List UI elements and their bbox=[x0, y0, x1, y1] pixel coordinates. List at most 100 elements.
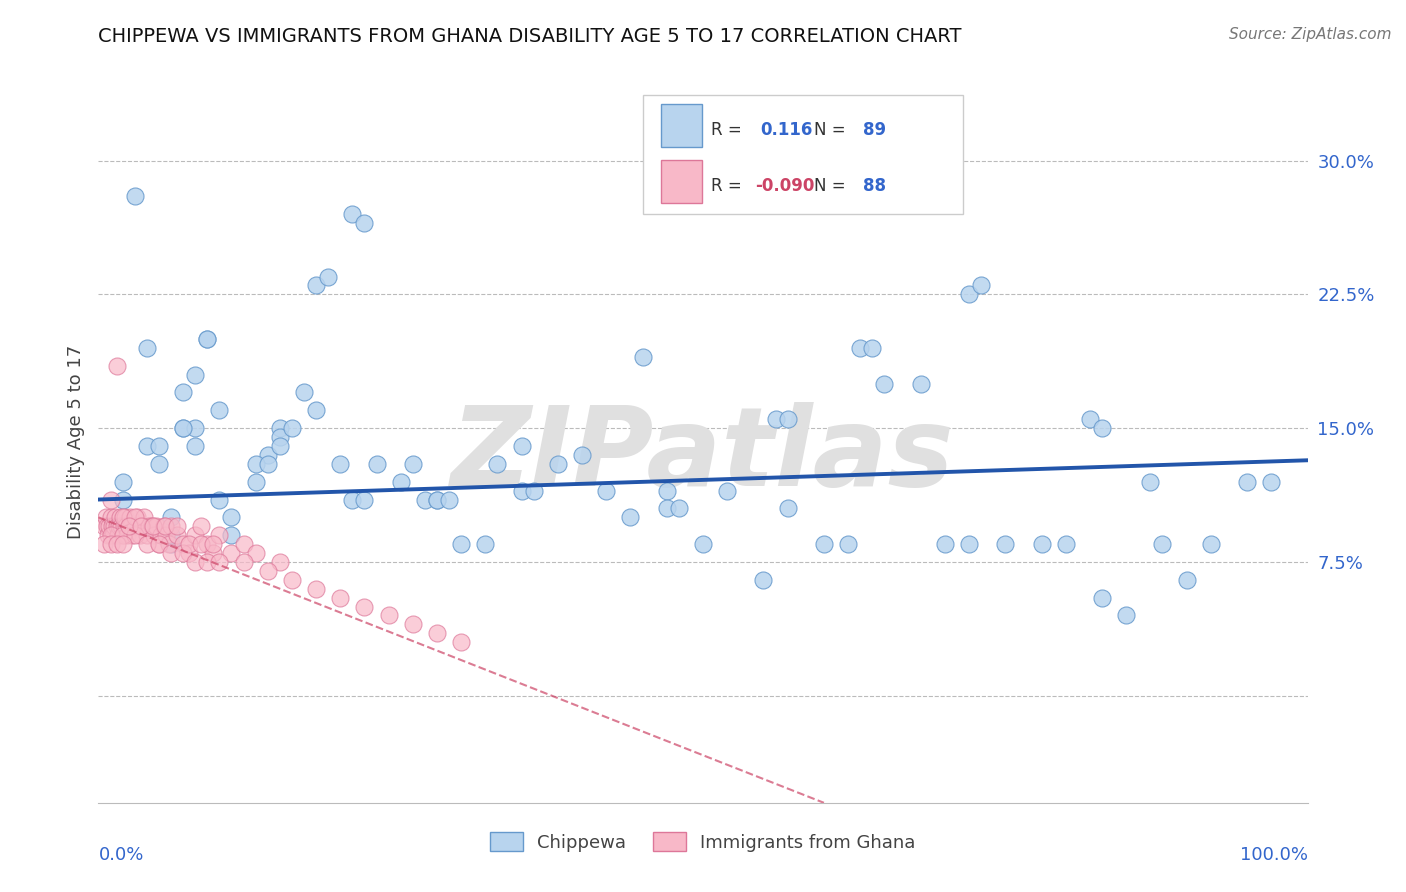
Point bbox=[131, 519, 153, 533]
Point bbox=[190, 519, 212, 533]
Point bbox=[96, 519, 118, 533]
Text: CHIPPEWA VS IMMIGRANTS FROM GHANA DISABILITY AGE 5 TO 17 CORRELATION CHART: CHIPPEWA VS IMMIGRANTS FROM GHANA DISABI… bbox=[98, 27, 962, 45]
Point bbox=[111, 475, 134, 489]
Point bbox=[135, 537, 157, 551]
Point bbox=[124, 510, 146, 524]
Point bbox=[269, 555, 291, 569]
Point bbox=[93, 519, 115, 533]
Point bbox=[1115, 608, 1137, 623]
Point bbox=[166, 528, 188, 542]
Point bbox=[232, 555, 254, 569]
Point bbox=[124, 519, 146, 533]
Point bbox=[1152, 537, 1174, 551]
Point bbox=[208, 492, 231, 507]
Point bbox=[143, 528, 166, 542]
FancyBboxPatch shape bbox=[661, 161, 702, 203]
Point bbox=[934, 537, 956, 551]
Point bbox=[256, 564, 278, 578]
Point bbox=[184, 528, 207, 542]
Point bbox=[152, 519, 174, 533]
Point bbox=[1031, 537, 1053, 551]
Point bbox=[342, 207, 364, 221]
Point bbox=[474, 537, 496, 551]
Point bbox=[111, 528, 134, 542]
Text: Source: ZipAtlas.com: Source: ZipAtlas.com bbox=[1229, 27, 1392, 42]
Text: R =: R = bbox=[711, 120, 748, 138]
Point bbox=[184, 421, 207, 435]
Text: N =: N = bbox=[814, 120, 851, 138]
Point bbox=[631, 350, 654, 364]
Point bbox=[117, 528, 139, 542]
Point bbox=[245, 475, 267, 489]
Point bbox=[353, 599, 375, 614]
Point bbox=[329, 457, 352, 471]
Point bbox=[190, 537, 212, 551]
Y-axis label: Disability Age 5 to 17: Disability Age 5 to 17 bbox=[66, 344, 84, 539]
Point bbox=[145, 519, 167, 533]
Point bbox=[269, 421, 291, 435]
Point bbox=[98, 519, 121, 533]
Point bbox=[305, 582, 328, 596]
Point bbox=[100, 519, 122, 533]
Point bbox=[155, 528, 177, 542]
Point bbox=[160, 546, 183, 560]
Point bbox=[765, 412, 787, 426]
Point bbox=[245, 546, 267, 560]
Text: N =: N = bbox=[814, 177, 851, 194]
Point bbox=[172, 421, 194, 435]
Point bbox=[619, 510, 641, 524]
Text: 0.0%: 0.0% bbox=[98, 847, 143, 864]
Point bbox=[1139, 475, 1161, 489]
Point bbox=[104, 510, 127, 524]
Point bbox=[208, 528, 231, 542]
Point bbox=[111, 528, 134, 542]
Point bbox=[595, 483, 617, 498]
Point bbox=[148, 457, 170, 471]
Text: -0.090: -0.090 bbox=[755, 177, 814, 194]
Point bbox=[160, 528, 183, 542]
Point bbox=[157, 537, 180, 551]
Point bbox=[716, 483, 738, 498]
Point bbox=[135, 439, 157, 453]
Point bbox=[184, 368, 207, 382]
Point bbox=[1260, 475, 1282, 489]
Point bbox=[486, 457, 509, 471]
Point bbox=[208, 403, 231, 417]
Point bbox=[450, 635, 472, 649]
Point bbox=[510, 439, 533, 453]
Point bbox=[668, 501, 690, 516]
Point bbox=[402, 617, 425, 632]
Point bbox=[281, 573, 304, 587]
Point bbox=[118, 510, 141, 524]
Point bbox=[221, 528, 243, 542]
Point bbox=[100, 510, 122, 524]
Point bbox=[208, 555, 231, 569]
Point bbox=[426, 626, 449, 640]
Point bbox=[305, 403, 328, 417]
Point bbox=[342, 492, 364, 507]
Point bbox=[184, 555, 207, 569]
Point bbox=[232, 537, 254, 551]
Point bbox=[1091, 421, 1114, 435]
Point bbox=[135, 341, 157, 355]
Point bbox=[292, 385, 315, 400]
Text: 0.116: 0.116 bbox=[759, 120, 813, 138]
Point bbox=[120, 519, 142, 533]
Point bbox=[184, 439, 207, 453]
Point bbox=[195, 555, 218, 569]
Point bbox=[547, 457, 569, 471]
Point bbox=[103, 519, 125, 533]
Point bbox=[195, 537, 218, 551]
Point bbox=[752, 573, 775, 587]
Point bbox=[179, 546, 201, 560]
Point bbox=[655, 501, 678, 516]
Point bbox=[776, 501, 799, 516]
Point bbox=[160, 510, 183, 524]
Point bbox=[510, 483, 533, 498]
Point bbox=[202, 537, 225, 551]
Point bbox=[413, 492, 436, 507]
Point bbox=[256, 457, 278, 471]
Point bbox=[115, 519, 138, 533]
Point bbox=[571, 448, 593, 462]
Point bbox=[138, 519, 160, 533]
